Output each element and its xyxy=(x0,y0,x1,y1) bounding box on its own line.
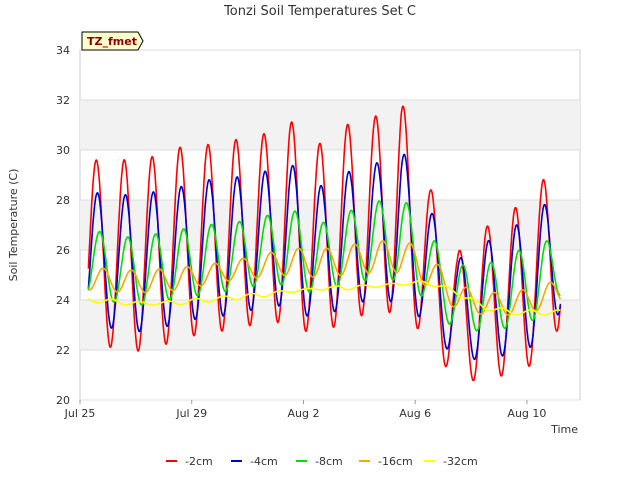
y-tick-label: 30 xyxy=(56,144,70,157)
station-badge-shape xyxy=(81,31,144,51)
x-tick-label: Aug 6 xyxy=(399,407,431,420)
x-axis-label: Time xyxy=(550,423,578,436)
y-tick-label: 32 xyxy=(56,94,70,107)
legend-label: -4cm xyxy=(250,455,278,468)
y-axis-ticks: 20 22 24 26 28 30 32 34 xyxy=(56,44,70,407)
x-tick-label: Aug 10 xyxy=(507,407,546,420)
series-line-4cmcm xyxy=(87,153,562,361)
legend-label: -8cm xyxy=(315,455,343,468)
y-tick-label: 20 xyxy=(56,394,70,407)
y-axis-label: Soil Temperature (C) xyxy=(7,169,20,282)
shaded-band-2 xyxy=(80,100,580,150)
series-line-16cmcm xyxy=(88,240,562,316)
y-tick-label: 26 xyxy=(56,244,70,257)
y-tick-label: 22 xyxy=(56,344,70,357)
x-tick-label: Jul 25 xyxy=(64,407,96,420)
chart-title: Tonzi Soil Temperatures Set C xyxy=(223,4,416,19)
station-badge-label: TZ_fmet xyxy=(87,35,137,48)
x-tick-label: Jul 29 xyxy=(175,407,207,420)
legend-label: -16cm xyxy=(378,455,413,468)
series-line-32cmcm xyxy=(87,280,561,316)
data-lines xyxy=(87,105,562,382)
y-tick-label: 24 xyxy=(56,294,70,307)
series-line-2cmcm xyxy=(87,105,562,382)
series-line-8cmcm xyxy=(87,200,561,332)
legend-label: -32cm xyxy=(443,455,478,468)
plot-area xyxy=(79,49,581,401)
x-axis-ticks: Jul 25 Jul 29 Aug 2 Aug 6 Aug 10 xyxy=(64,400,546,420)
x-tick-label: Aug 2 xyxy=(287,407,319,420)
shaded-band-1 xyxy=(80,200,580,250)
y-tick-label: 34 xyxy=(56,44,70,57)
y-tick-label: 28 xyxy=(56,194,70,207)
station-badge: TZ_fmet xyxy=(81,31,144,51)
legend: -2cm -4cm -8cm -16cm -32cm xyxy=(166,455,478,468)
legend-label: -2cm xyxy=(185,455,213,468)
grid-lines xyxy=(80,49,580,401)
